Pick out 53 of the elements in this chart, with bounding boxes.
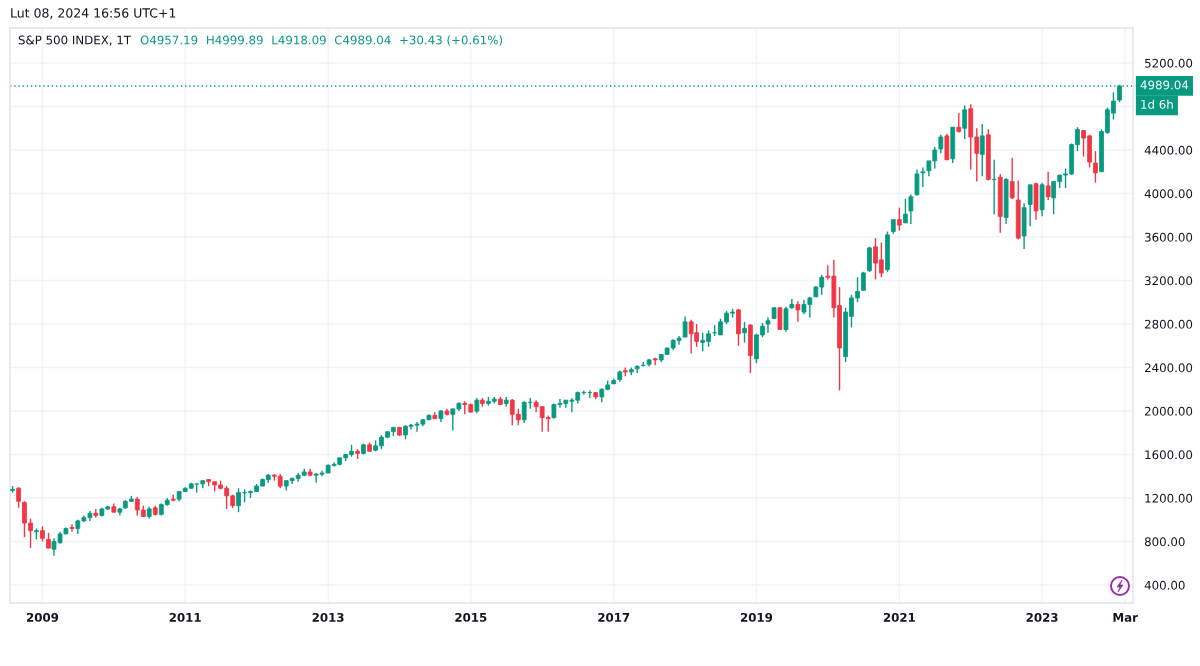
x-tick-label: Mar [1113,613,1138,622]
candlestick [16,486,21,509]
candlestick [236,487,241,513]
y-tick-label: 800.00 [1144,537,1185,547]
y-tick-label: 3200.00 [1145,276,1193,286]
candlestick [956,112,962,134]
y-tick-label: 1200.00 [1145,493,1193,503]
text: 1d 6h [1141,99,1173,109]
y-tick-label: 5200.00 [1145,58,1193,68]
y-tick-label: 3600.00 [1145,232,1193,242]
candlestick [979,123,985,177]
candlestick [736,308,741,347]
candlestick [1027,184,1033,227]
text: S&P 500 INDEX, 1T [18,35,132,46]
candlestick [1045,171,1051,201]
x-tick-label: 2011 [169,612,201,622]
candlestick [795,300,801,323]
x-tick-label: 2021 [883,612,915,622]
y-tick-label: 2800.00 [1144,319,1193,329]
candlestick [896,206,902,232]
candlestick [93,508,99,519]
y-tick-label: 4000.00 [1144,189,1193,199]
x-tick-label: 2013 [312,612,344,622]
candlestick [867,246,872,273]
y-tick-label: 2400.00 [1144,363,1193,373]
ref-line-label: 4989.04 [1140,80,1189,90]
annotation: O4957.19 [140,35,198,45]
candlestick [783,305,789,333]
candlestick [777,307,783,331]
candlestick [1009,156,1015,200]
candlestick [742,321,747,344]
annotation: +30.43 (+0.61%) [400,35,503,46]
candlestick [69,523,75,533]
text: Lut 08, 2024 16:56 UTC+1 [11,8,176,19]
annotation: C4989.04 [334,35,391,45]
x-tick-label: 2009 [26,612,59,622]
candlestick [634,364,640,374]
candlestick [682,315,688,338]
y-tick-label: 400.00 [1144,580,1185,590]
x-tick-label: 2019 [740,612,773,622]
y-tick-label: 2000.00 [1144,406,1193,416]
x-tick-label: 2017 [598,612,630,622]
candlestick [765,316,771,334]
candlestick [908,193,914,225]
candlestick [962,104,968,140]
annotation: L4918.09 [272,35,326,45]
y-tick-label: 4400.00 [1144,145,1193,155]
x-tick-label: 2023 [1026,612,1058,622]
candlestick [903,198,908,224]
candlestick [944,133,950,161]
annotation: H4999.89 [207,35,263,45]
y-tick-label: 1600.00 [1145,450,1193,460]
x-tick-label: 2015 [455,612,487,622]
